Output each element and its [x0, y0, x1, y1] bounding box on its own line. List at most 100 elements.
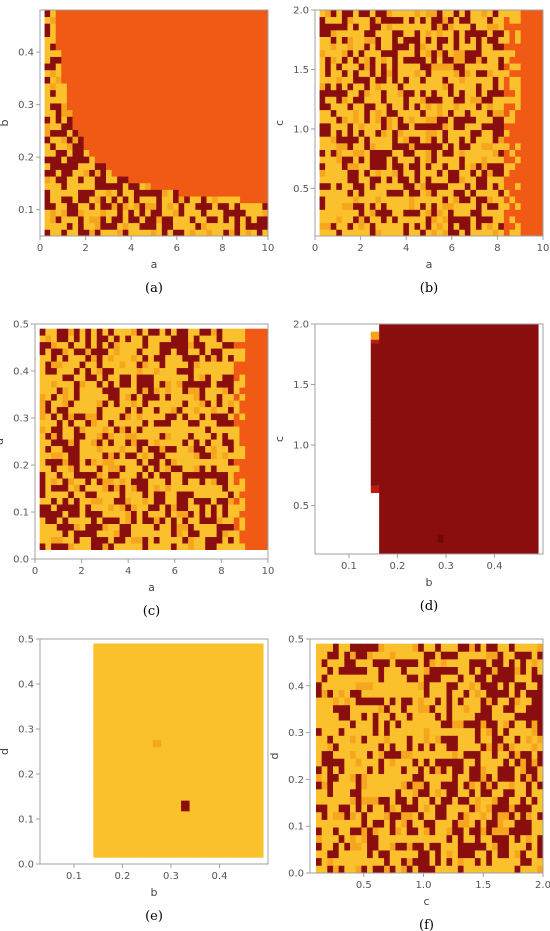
heatmap-cell	[347, 142, 354, 150]
heatmap-cell	[256, 142, 263, 150]
heatmap-cell	[376, 431, 380, 436]
heatmap-cell	[83, 149, 90, 157]
heatmap-cell	[206, 56, 213, 64]
heatmap-cell	[390, 393, 394, 398]
heatmap-cell	[381, 16, 387, 24]
heatmap-cell	[370, 331, 374, 336]
heatmap-cell	[228, 56, 235, 64]
heatmap-cell	[79, 380, 86, 388]
heatmap-cell	[136, 504, 143, 512]
heatmap-cell	[62, 400, 69, 408]
heatmap-cell	[94, 123, 101, 131]
heatmap-cell	[262, 156, 269, 164]
heatmap-cell	[390, 492, 394, 497]
heatmap-cell	[55, 162, 62, 170]
heatmap-cell	[142, 497, 149, 505]
heatmap-cell	[68, 406, 75, 414]
heatmap-cell	[78, 156, 85, 164]
heatmap-cell	[102, 380, 109, 388]
heatmap-cell	[364, 162, 371, 170]
heatmap-cell	[83, 229, 90, 237]
heatmap-cell	[240, 89, 247, 97]
heatmap-cell	[122, 196, 129, 204]
heatmap-cell	[108, 536, 115, 544]
heatmap-cell	[392, 56, 399, 64]
heatmap-cell	[167, 182, 174, 190]
heatmap-cell	[176, 387, 183, 395]
heatmap-cell	[62, 517, 69, 525]
heatmap-cell	[212, 36, 219, 44]
heatmap-cell	[262, 49, 269, 57]
heatmap-cell	[217, 176, 224, 184]
heatmap-cell	[336, 49, 343, 57]
heatmap-cell	[94, 216, 101, 224]
heatmap-cell	[459, 109, 466, 117]
heatmap-cell	[79, 530, 86, 538]
heatmap-cell	[167, 136, 174, 144]
heatmap-cell	[325, 23, 332, 31]
heatmap-cell	[442, 156, 449, 164]
heatmap-cell	[96, 465, 103, 473]
heatmap-cell	[526, 136, 533, 144]
heatmap-cell	[68, 465, 75, 473]
heatmap-cell	[390, 373, 394, 379]
heatmap-cell	[85, 491, 92, 499]
heatmap-cell	[515, 69, 522, 77]
heatmap-cell	[319, 36, 326, 44]
heatmap-cell	[503, 216, 510, 224]
heatmap-cell	[94, 103, 101, 111]
heatmap-cell	[509, 29, 516, 37]
heatmap-cell	[206, 209, 213, 217]
heatmap-cell	[165, 530, 172, 538]
heatmap-cell	[373, 423, 377, 428]
heatmap-cell	[453, 49, 460, 57]
heatmap-cell	[189, 29, 196, 37]
heatmap-cell	[407, 546, 411, 551]
heatmap-cell	[379, 442, 383, 448]
heatmap-cell	[393, 412, 397, 417]
heatmap-cell	[390, 389, 394, 394]
heatmap-cell	[159, 374, 166, 382]
heatmap-cell	[117, 156, 124, 164]
heatmap-cell	[256, 361, 263, 369]
heatmap-cell	[384, 362, 388, 367]
heatmap-cell	[431, 162, 438, 170]
heatmap-cell	[78, 142, 85, 150]
heatmap-cell	[170, 426, 178, 434]
heatmap-cell	[470, 216, 477, 224]
heatmap-cell	[503, 182, 510, 190]
heatmap-cell	[251, 136, 258, 144]
heatmap-cell	[509, 96, 516, 104]
heatmap-cell	[425, 96, 432, 104]
heatmap-cell	[62, 426, 69, 434]
heatmap-cell	[94, 202, 101, 210]
heatmap-cell	[251, 216, 258, 224]
heatmap-cell	[62, 530, 69, 538]
heatmap-cell	[404, 450, 408, 455]
heatmap-cell	[193, 465, 200, 473]
heatmap-cell	[240, 149, 247, 157]
heatmap-cell	[453, 16, 460, 24]
heatmap-cell	[133, 36, 140, 44]
heatmap-cell	[66, 96, 73, 104]
heatmap-cell	[55, 142, 62, 150]
heatmap-cell	[364, 10, 371, 18]
heatmap-cell	[520, 96, 527, 104]
heatmap-cell	[165, 387, 172, 395]
heatmap-cell	[78, 23, 85, 31]
heatmap-cell	[392, 196, 399, 204]
heatmap-cell	[178, 196, 185, 204]
heatmap-cell	[184, 169, 191, 177]
heatmap-cell	[376, 458, 380, 463]
heatmap-cell	[72, 116, 79, 124]
heatmap-cell	[45, 426, 52, 434]
heatmap-cell	[330, 96, 337, 104]
heatmap-cell	[393, 427, 397, 432]
heatmap-cell	[431, 189, 438, 197]
heatmap-cell	[373, 439, 377, 444]
heatmap-cell	[156, 103, 163, 111]
heatmap-cell	[68, 484, 75, 492]
heatmap-cell	[61, 209, 68, 217]
heatmap-cell	[373, 370, 377, 375]
heatmap-cell	[376, 331, 380, 336]
